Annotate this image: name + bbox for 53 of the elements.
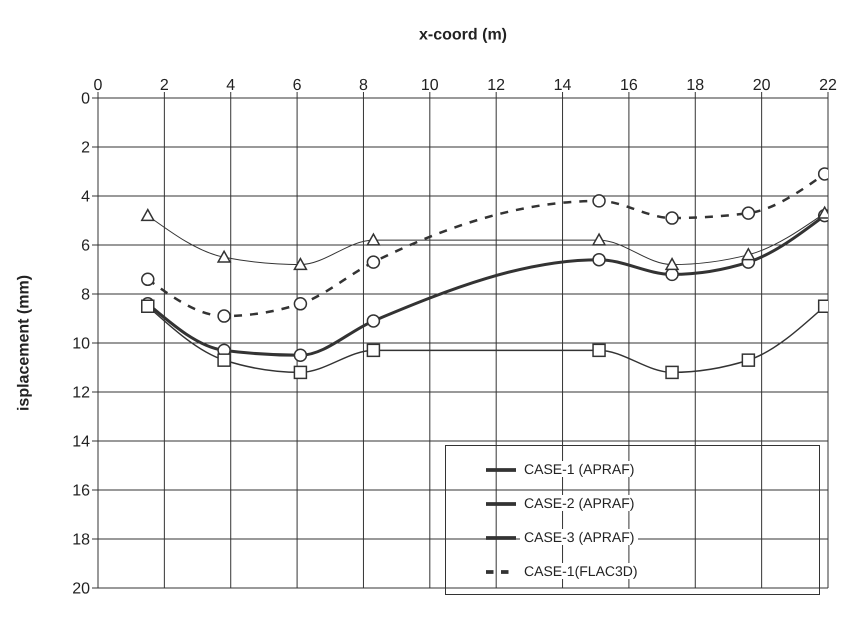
y-tick-label: 2 bbox=[81, 140, 90, 157]
x-axis-title: x-coord (m) bbox=[419, 26, 507, 44]
point bbox=[217, 309, 231, 323]
point bbox=[742, 248, 756, 260]
point bbox=[217, 353, 231, 367]
x-tick-label: 2 bbox=[160, 77, 169, 94]
x-tick-label: 4 bbox=[226, 77, 236, 94]
point bbox=[742, 206, 756, 220]
y-tick-label: 12 bbox=[72, 384, 90, 402]
legend-label: CASE-1(FLAC3D) bbox=[520, 563, 642, 579]
point bbox=[665, 366, 679, 380]
point bbox=[141, 272, 155, 286]
legend-label: CASE-3 (APRAF) bbox=[520, 529, 638, 545]
point bbox=[592, 344, 606, 358]
point bbox=[742, 353, 756, 367]
point bbox=[294, 348, 308, 362]
y-tick-label: 18 bbox=[72, 532, 90, 549]
x-tick-label: 20 bbox=[752, 77, 771, 94]
point bbox=[217, 250, 231, 263]
point bbox=[366, 344, 380, 358]
x-tick-label: 0 bbox=[94, 77, 103, 94]
x-tick-label: 12 bbox=[487, 77, 506, 94]
y-tick-label: 14 bbox=[72, 434, 90, 451]
x-tick-label: 10 bbox=[420, 77, 439, 94]
point bbox=[592, 194, 606, 208]
x-tick-label: 16 bbox=[620, 77, 638, 94]
x-tick-label: 22 bbox=[819, 77, 837, 94]
x-tick-label: 8 bbox=[359, 77, 368, 94]
point bbox=[592, 233, 606, 246]
point bbox=[294, 258, 308, 270]
y-tick-label: 6 bbox=[81, 238, 90, 255]
y-tick-label: 0 bbox=[81, 90, 90, 108]
x-tick-label: 14 bbox=[554, 77, 572, 94]
point bbox=[141, 208, 155, 222]
y-tick-label: 8 bbox=[81, 286, 90, 304]
point bbox=[366, 314, 380, 328]
point bbox=[294, 366, 308, 380]
point bbox=[366, 233, 380, 246]
y-tick-label: 4 bbox=[81, 188, 90, 206]
x-tick-label: 18 bbox=[686, 77, 704, 94]
legend-label: CASE-1 (APRAF) bbox=[520, 461, 638, 477]
y-tick-label: 10 bbox=[72, 336, 90, 353]
y-tick-label: 16 bbox=[72, 482, 90, 500]
point bbox=[592, 252, 606, 266]
x-tick-label: 6 bbox=[292, 77, 302, 94]
legend-label: CASE-2 (APRAF) bbox=[520, 495, 638, 511]
point bbox=[294, 297, 308, 311]
point bbox=[665, 258, 679, 270]
y-axis-title: isplacement (mm) bbox=[16, 274, 33, 412]
y-tick-label: 20 bbox=[72, 580, 90, 598]
point bbox=[141, 300, 155, 313]
point bbox=[366, 255, 380, 269]
point bbox=[665, 211, 679, 225]
